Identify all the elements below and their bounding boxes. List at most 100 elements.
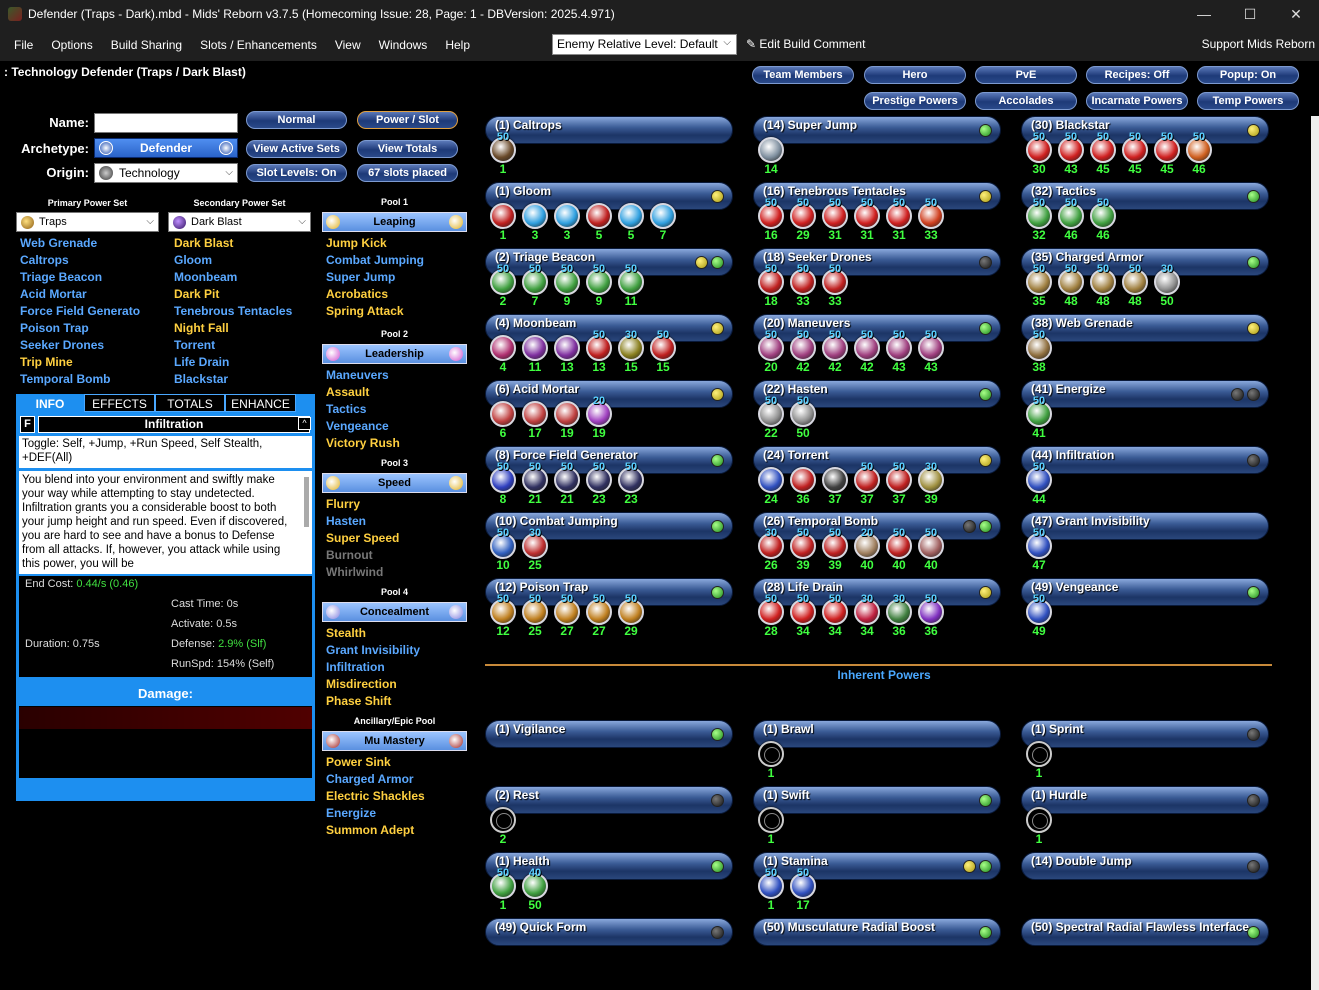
pool-power-item[interactable]: Super Jump — [326, 270, 396, 284]
enhancement-slot[interactable] — [490, 335, 516, 361]
normal-mode-button[interactable]: Normal — [246, 111, 347, 129]
recipes-button[interactable]: Recipes: Off — [1086, 66, 1188, 84]
pool-power-item[interactable]: Assault — [326, 385, 370, 399]
enhancement-slot[interactable] — [522, 401, 548, 427]
menu-file[interactable]: File — [14, 37, 34, 52]
slot-levels-button[interactable]: Slot Levels: On — [246, 164, 347, 182]
tab-info[interactable]: INFO — [16, 394, 84, 412]
enhancement-slot[interactable] — [886, 533, 912, 559]
enhancement-slot[interactable] — [554, 335, 580, 361]
power-slot[interactable] — [485, 786, 733, 814]
enhancement-slot[interactable] — [1122, 269, 1148, 295]
enhancement-slot[interactable] — [758, 335, 784, 361]
float-button[interactable]: F — [20, 416, 35, 433]
power-slot[interactable] — [1021, 512, 1269, 540]
enhancement-slot[interactable] — [886, 335, 912, 361]
enhancement-slot[interactable] — [586, 269, 612, 295]
menu-help[interactable]: Help — [445, 37, 470, 52]
enhancement-slot[interactable] — [790, 873, 816, 899]
maximize-button[interactable]: ☐ — [1243, 5, 1257, 22]
enhancement-slot[interactable] — [758, 599, 784, 625]
minimize-button[interactable]: — — [1197, 6, 1211, 22]
pool-power-item[interactable]: Summon Adept — [326, 823, 415, 837]
enhancement-slot[interactable] — [1090, 269, 1116, 295]
support-link[interactable]: Support Mids Reborn — [1201, 37, 1315, 51]
enhancement-slot[interactable] — [886, 203, 912, 229]
power-slot[interactable] — [485, 720, 733, 748]
enhancement-slot[interactable] — [918, 203, 944, 229]
enhancement-slot[interactable] — [758, 741, 784, 767]
pool-power-item[interactable]: Jump Kick — [326, 236, 387, 250]
enhancement-slot[interactable] — [1026, 741, 1052, 767]
origin-select[interactable]: Technology ⌵ — [94, 163, 238, 183]
pool-power-item[interactable]: Flurry — [326, 497, 361, 511]
tab-effects[interactable]: EFFECTS — [84, 394, 155, 412]
power-list-item[interactable]: Tenebrous Tentacles — [174, 304, 293, 318]
pool-power-item[interactable]: Whirlwind — [326, 565, 384, 579]
enhancement-slot[interactable] — [1090, 203, 1116, 229]
enhancement-slot[interactable] — [490, 203, 516, 229]
enhancement-slot[interactable] — [1026, 269, 1052, 295]
power-list-item[interactable]: Acid Mortar — [20, 287, 87, 301]
power-slot[interactable] — [1021, 786, 1269, 814]
power-list-item[interactable]: Web Grenade — [20, 236, 98, 250]
power-slot[interactable] — [485, 116, 733, 144]
enhancement-slot[interactable] — [490, 873, 516, 899]
enhancement-slot[interactable] — [822, 269, 848, 295]
power-list-item[interactable]: Dark Pit — [174, 287, 220, 301]
name-input[interactable] — [94, 113, 238, 133]
enhancement-slot[interactable] — [522, 533, 548, 559]
power-slot[interactable] — [1021, 446, 1269, 474]
enhancement-slot[interactable] — [886, 599, 912, 625]
enhancement-slot[interactable] — [522, 269, 548, 295]
power-list-item[interactable]: Torrent — [174, 338, 216, 352]
enhancement-slot[interactable] — [758, 467, 784, 493]
enhancement-slot[interactable] — [490, 533, 516, 559]
enhancement-slot[interactable] — [1026, 203, 1052, 229]
enhancement-slot[interactable] — [1026, 807, 1052, 833]
enhancement-slot[interactable] — [490, 467, 516, 493]
enhancement-slot[interactable] — [1058, 137, 1084, 163]
view-totals-button[interactable]: View Totals — [357, 140, 458, 158]
pool-power-item[interactable]: Infiltration — [326, 660, 385, 674]
enhancement-slot[interactable] — [490, 807, 516, 833]
description-scrollbar[interactable] — [304, 477, 309, 527]
pool-power-item[interactable]: Victory Rush — [326, 436, 400, 450]
enemy-level-select[interactable]: Enemy Relative Level: Default ⌵ — [552, 34, 737, 55]
enhancement-slot[interactable] — [918, 335, 944, 361]
power-slot[interactable] — [1021, 314, 1269, 342]
enhancement-slot[interactable] — [790, 599, 816, 625]
pool-power-item[interactable]: Power Sink — [326, 755, 391, 769]
power-list-item[interactable]: Life Drain — [174, 355, 230, 369]
enhancement-slot[interactable] — [586, 203, 612, 229]
pool-power-item[interactable]: Electric Shackles — [326, 789, 425, 803]
power-list-item[interactable]: Night Fall — [174, 321, 229, 335]
enhancement-slot[interactable] — [822, 203, 848, 229]
power-list-item[interactable]: Caltrops — [20, 253, 69, 267]
enhancement-slot[interactable] — [490, 599, 516, 625]
power-slot[interactable] — [1021, 380, 1269, 408]
enhancement-slot[interactable] — [822, 335, 848, 361]
power-list-item[interactable]: Poison Trap — [20, 321, 89, 335]
prestige-powers-button[interactable]: Prestige Powers — [864, 92, 966, 110]
power-list-item[interactable]: Triage Beacon — [20, 270, 103, 284]
power-slot[interactable] — [753, 720, 1001, 748]
pool-select[interactable]: Mu Mastery — [322, 731, 467, 751]
pve-button[interactable]: PvE — [975, 66, 1077, 84]
menu-slots-enhancements[interactable]: Slots / Enhancements — [200, 37, 317, 52]
enhancement-slot[interactable] — [1026, 401, 1052, 427]
enhancement-slot[interactable] — [522, 203, 548, 229]
enhancement-slot[interactable] — [758, 873, 784, 899]
enhancement-slot[interactable] — [1026, 137, 1052, 163]
enhancement-slot[interactable] — [854, 335, 880, 361]
team-members-button[interactable]: Team Members — [752, 66, 854, 84]
enhancement-slot[interactable] — [854, 203, 880, 229]
enhancement-slot[interactable] — [758, 533, 784, 559]
enhancement-slot[interactable] — [758, 269, 784, 295]
enhancement-slot[interactable] — [790, 467, 816, 493]
enhancement-slot[interactable] — [758, 203, 784, 229]
enhancement-slot[interactable] — [554, 203, 580, 229]
enhancement-slot[interactable] — [790, 203, 816, 229]
enhancement-slot[interactable] — [522, 873, 548, 899]
pool-select[interactable]: Leadership — [322, 344, 467, 364]
